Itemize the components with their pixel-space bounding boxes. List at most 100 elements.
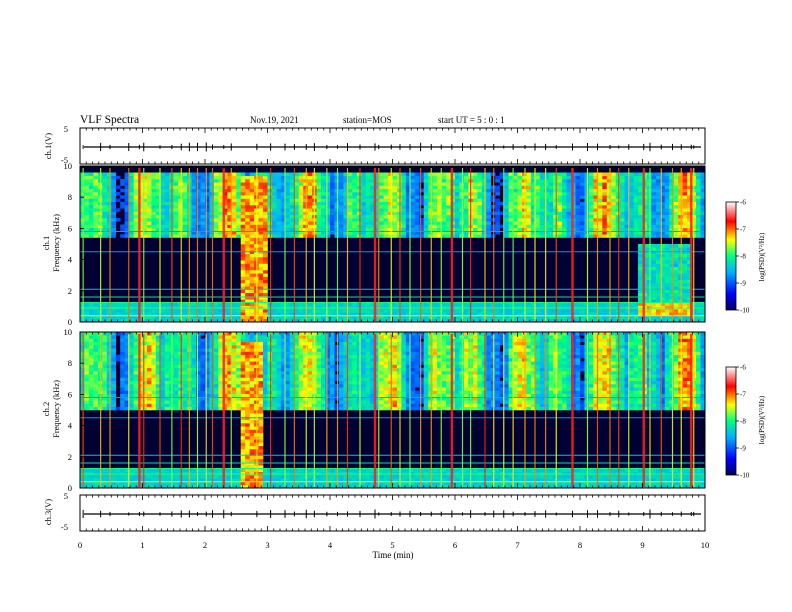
spectrogram-cell [624,224,630,229]
spectrogram-cell [106,302,112,307]
spectrogram-cell [588,198,594,203]
spectrogram-cell [638,263,643,268]
spectrogram-cell [271,221,277,225]
spectrogram-cell [486,224,492,229]
spectrogram-cell [120,400,125,404]
spectrogram-cell [236,172,242,177]
spectrogram-cell [356,201,362,206]
spectrogram-cell [352,185,358,190]
spectrogram-cell [222,231,228,235]
spectrogram-cell [213,234,219,238]
spectrogram-cell [455,312,460,316]
spectrogram-cell [499,175,505,180]
spectrogram-cell [142,403,148,408]
spectrogram-cell [124,224,130,229]
spectrogram-cell [334,218,340,222]
spectrogram-cell [584,221,590,225]
spectrogram-cell [343,172,349,177]
spectrogram-cell [606,231,612,235]
spectrogram-cell [325,195,331,199]
spectrogram-cell [258,263,264,268]
spectrogram-cell [655,283,661,287]
spectrogram-cell [370,188,375,193]
spectrogram-cell [133,387,139,391]
spectrogram-cell [365,231,371,235]
spectrogram-cell [84,351,90,356]
spectrogram-cell [155,361,161,365]
spectrogram-cell [227,221,233,225]
spectrogram-cell [593,201,599,206]
spectrogram-cell [441,175,447,180]
spectrogram-cell [521,182,527,186]
spectrogram-cell [638,276,643,281]
spectrogram-cell [222,309,228,313]
spectrogram-cell [370,231,375,235]
spectrogram-cell [196,172,201,177]
spectrogram-cell [593,185,599,190]
spectrogram-cell [669,244,675,248]
spectrogram-cell [673,198,679,203]
spectrogram-cell [392,221,398,225]
spectrogram-cell [347,185,353,190]
spectrogram-cell [97,332,103,336]
spectrogram-cell [481,188,487,193]
spectrogram-cell [682,263,688,268]
spectrogram-cell [267,234,273,238]
spectrogram-cell [396,231,402,235]
spectrogram-cell [535,221,541,225]
spectrogram-cell [370,182,375,186]
spectrogram-cell [146,484,152,489]
spectrogram-cell [477,312,483,316]
spectrogram-cell [646,182,652,186]
spectrogram-cell [303,309,308,313]
spectrogram-cell [146,351,152,356]
spectrogram-cell [236,211,242,216]
spectrogram-cell [624,211,630,216]
spectrogram-cell [155,234,161,238]
spectrogram-cell [513,205,518,209]
spectrogram-cell [249,211,255,216]
spectrogram-cell [463,182,469,186]
spectrogram-cell [370,198,375,203]
spectrogram-cell [80,397,85,401]
spectrogram-cell [84,481,90,486]
spectrogram-cell [580,227,585,232]
spectrogram-cell [84,377,90,382]
spectrogram-cell [535,182,541,186]
spectrogram-cell [414,312,420,316]
spectrogram-cell [646,266,652,271]
spectrogram-cell [423,214,429,219]
spectrogram-cell [370,227,375,232]
spectrogram-cell [428,188,433,193]
spectrogram-cell [142,332,148,336]
spectrogram-cell [486,179,492,183]
spectrogram-cell [593,195,599,199]
spectrogram-cell [146,231,152,235]
spectrogram-cell [580,302,585,307]
spectrogram-cell [151,341,157,346]
spectrogram-cell [633,214,639,219]
spectrogram-cell [678,257,683,261]
spectrogram-cell [146,218,152,222]
spectrogram-cell [325,224,331,229]
spectrogram-cell [655,315,661,320]
spectrogram-cell [173,214,179,219]
spectrogram-cell [566,208,572,212]
spectrogram-cell [88,393,94,398]
spectrogram-cell [102,478,108,482]
spectrogram-cell [651,302,657,307]
spectrogram-cell [347,218,353,222]
spectrogram-cell [646,263,652,268]
spectrogram-cell [602,234,608,238]
spectrogram-cell [669,179,675,183]
spectrogram-cell [638,208,643,212]
spectrogram-cell [102,371,108,375]
spectrogram-cell [146,406,152,411]
spectrogram-cell [155,195,161,199]
spectrogram-cell [557,188,563,193]
spectrogram-cell [361,172,367,177]
spectrogram-cell [441,318,447,323]
spectrogram-cell [196,211,201,216]
spectrogram-cell [660,214,666,219]
spectrogram-cell [231,195,237,199]
